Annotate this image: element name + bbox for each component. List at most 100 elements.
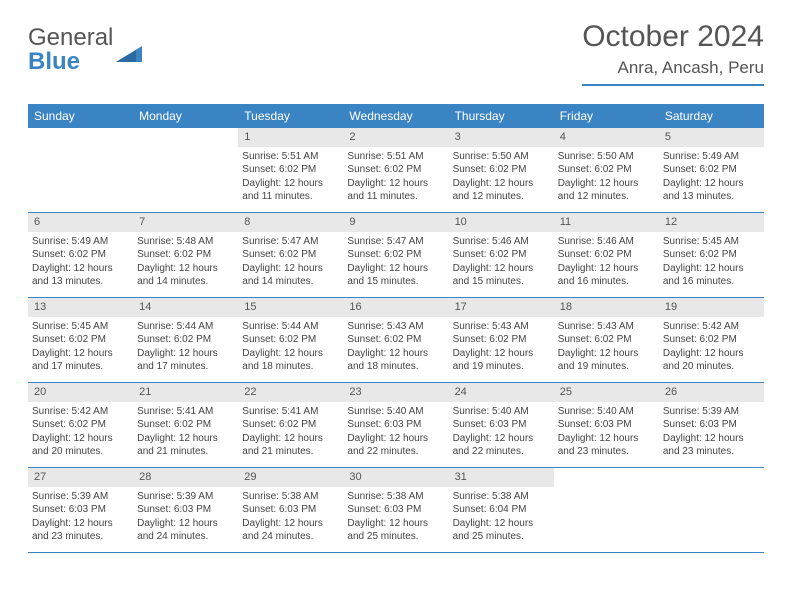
- calendar-day: 8Sunrise: 5:47 AMSunset: 6:02 PMDaylight…: [238, 213, 343, 297]
- day-number: 31: [449, 468, 554, 487]
- day-body: Sunrise: 5:49 AMSunset: 6:02 PMDaylight:…: [659, 147, 764, 210]
- daylight-text: Daylight: 12 hours and 18 minutes.: [242, 347, 339, 374]
- day-number: 27: [28, 468, 133, 487]
- sunrise-text: Sunrise: 5:48 AM: [137, 235, 234, 249]
- sunrise-text: Sunrise: 5:44 AM: [242, 320, 339, 334]
- day-body: Sunrise: 5:39 AMSunset: 6:03 PMDaylight:…: [659, 402, 764, 465]
- day-body: Sunrise: 5:47 AMSunset: 6:02 PMDaylight:…: [238, 232, 343, 295]
- sunset-text: Sunset: 6:02 PM: [32, 418, 129, 432]
- sunset-text: Sunset: 6:04 PM: [453, 503, 550, 517]
- daylight-text: Daylight: 12 hours and 14 minutes.: [137, 262, 234, 289]
- sunset-text: Sunset: 6:02 PM: [347, 163, 444, 177]
- daylight-text: Daylight: 12 hours and 15 minutes.: [453, 262, 550, 289]
- daylight-text: Daylight: 12 hours and 23 minutes.: [663, 432, 760, 459]
- page-title: October 2024: [582, 20, 764, 54]
- calendar-week: 13Sunrise: 5:45 AMSunset: 6:02 PMDayligh…: [28, 298, 764, 383]
- daylight-text: Daylight: 12 hours and 14 minutes.: [242, 262, 339, 289]
- day-body: Sunrise: 5:45 AMSunset: 6:02 PMDaylight:…: [659, 232, 764, 295]
- logo-word1: General: [28, 24, 113, 51]
- calendar-day: 7Sunrise: 5:48 AMSunset: 6:02 PMDaylight…: [133, 213, 238, 297]
- day-body: Sunrise: 5:51 AMSunset: 6:02 PMDaylight:…: [238, 147, 343, 210]
- sunset-text: Sunset: 6:02 PM: [663, 163, 760, 177]
- day-number: 7: [133, 213, 238, 232]
- calendar-header-row: SundayMondayTuesdayWednesdayThursdayFrid…: [28, 104, 764, 128]
- calendar-day: .: [28, 128, 133, 212]
- logo-text: General Blue: [28, 26, 113, 74]
- daylight-text: Daylight: 12 hours and 16 minutes.: [663, 262, 760, 289]
- calendar-day: .: [659, 468, 764, 552]
- sunset-text: Sunset: 6:02 PM: [242, 418, 339, 432]
- sunrise-text: Sunrise: 5:39 AM: [137, 490, 234, 504]
- sunrise-text: Sunrise: 5:47 AM: [242, 235, 339, 249]
- sunrise-text: Sunrise: 5:45 AM: [32, 320, 129, 334]
- day-number: 30: [343, 468, 448, 487]
- calendar-week: ..1Sunrise: 5:51 AMSunset: 6:02 PMDaylig…: [28, 128, 764, 213]
- day-header: Friday: [554, 104, 659, 128]
- sunrise-text: Sunrise: 5:38 AM: [347, 490, 444, 504]
- calendar-day: 13Sunrise: 5:45 AMSunset: 6:02 PMDayligh…: [28, 298, 133, 382]
- day-body: Sunrise: 5:39 AMSunset: 6:03 PMDaylight:…: [133, 487, 238, 550]
- sunset-text: Sunset: 6:03 PM: [242, 503, 339, 517]
- daylight-text: Daylight: 12 hours and 21 minutes.: [137, 432, 234, 459]
- day-header: Thursday: [449, 104, 554, 128]
- day-number: 3: [449, 128, 554, 147]
- calendar-day: .: [133, 128, 238, 212]
- sunset-text: Sunset: 6:02 PM: [242, 333, 339, 347]
- day-body: Sunrise: 5:41 AMSunset: 6:02 PMDaylight:…: [133, 402, 238, 465]
- day-header: Monday: [133, 104, 238, 128]
- day-number: 23: [343, 383, 448, 402]
- sunrise-text: Sunrise: 5:40 AM: [453, 405, 550, 419]
- calendar-day: 5Sunrise: 5:49 AMSunset: 6:02 PMDaylight…: [659, 128, 764, 212]
- day-number: 13: [28, 298, 133, 317]
- calendar-day: 19Sunrise: 5:42 AMSunset: 6:02 PMDayligh…: [659, 298, 764, 382]
- daylight-text: Daylight: 12 hours and 12 minutes.: [558, 177, 655, 204]
- day-body: Sunrise: 5:50 AMSunset: 6:02 PMDaylight:…: [554, 147, 659, 210]
- sunrise-text: Sunrise: 5:51 AM: [347, 150, 444, 164]
- day-body: Sunrise: 5:51 AMSunset: 6:02 PMDaylight:…: [343, 147, 448, 210]
- day-body: Sunrise: 5:49 AMSunset: 6:02 PMDaylight:…: [28, 232, 133, 295]
- day-body: Sunrise: 5:42 AMSunset: 6:02 PMDaylight:…: [28, 402, 133, 465]
- sunset-text: Sunset: 6:02 PM: [347, 248, 444, 262]
- daylight-text: Daylight: 12 hours and 11 minutes.: [242, 177, 339, 204]
- day-number: 9: [343, 213, 448, 232]
- daylight-text: Daylight: 12 hours and 20 minutes.: [32, 432, 129, 459]
- sunrise-text: Sunrise: 5:47 AM: [347, 235, 444, 249]
- day-number: 21: [133, 383, 238, 402]
- calendar-day: 20Sunrise: 5:42 AMSunset: 6:02 PMDayligh…: [28, 383, 133, 467]
- calendar-day: 27Sunrise: 5:39 AMSunset: 6:03 PMDayligh…: [28, 468, 133, 552]
- daylight-text: Daylight: 12 hours and 25 minutes.: [453, 517, 550, 544]
- day-body: Sunrise: 5:43 AMSunset: 6:02 PMDaylight:…: [449, 317, 554, 380]
- sunset-text: Sunset: 6:03 PM: [558, 418, 655, 432]
- daylight-text: Daylight: 12 hours and 24 minutes.: [242, 517, 339, 544]
- sunset-text: Sunset: 6:03 PM: [347, 503, 444, 517]
- day-body: Sunrise: 5:43 AMSunset: 6:02 PMDaylight:…: [343, 317, 448, 380]
- day-body: Sunrise: 5:40 AMSunset: 6:03 PMDaylight:…: [449, 402, 554, 465]
- location-text: Anra, Ancash, Peru: [582, 58, 764, 86]
- day-body: Sunrise: 5:47 AMSunset: 6:02 PMDaylight:…: [343, 232, 448, 295]
- daylight-text: Daylight: 12 hours and 11 minutes.: [347, 177, 444, 204]
- sunrise-text: Sunrise: 5:38 AM: [242, 490, 339, 504]
- day-number: 25: [554, 383, 659, 402]
- day-number: 6: [28, 213, 133, 232]
- calendar-day: 24Sunrise: 5:40 AMSunset: 6:03 PMDayligh…: [449, 383, 554, 467]
- sunrise-text: Sunrise: 5:38 AM: [453, 490, 550, 504]
- calendar-week: 6Sunrise: 5:49 AMSunset: 6:02 PMDaylight…: [28, 213, 764, 298]
- sunrise-text: Sunrise: 5:45 AM: [663, 235, 760, 249]
- daylight-text: Daylight: 12 hours and 25 minutes.: [347, 517, 444, 544]
- daylight-text: Daylight: 12 hours and 23 minutes.: [32, 517, 129, 544]
- day-number: 4: [554, 128, 659, 147]
- daylight-text: Daylight: 12 hours and 18 minutes.: [347, 347, 444, 374]
- day-number: 28: [133, 468, 238, 487]
- daylight-text: Daylight: 12 hours and 19 minutes.: [558, 347, 655, 374]
- sunrise-text: Sunrise: 5:41 AM: [242, 405, 339, 419]
- calendar-day: .: [554, 468, 659, 552]
- logo-mark-icon: [116, 40, 146, 62]
- sunrise-text: Sunrise: 5:41 AM: [137, 405, 234, 419]
- calendar-day: 4Sunrise: 5:50 AMSunset: 6:02 PMDaylight…: [554, 128, 659, 212]
- calendar-day: 22Sunrise: 5:41 AMSunset: 6:02 PMDayligh…: [238, 383, 343, 467]
- day-body: Sunrise: 5:40 AMSunset: 6:03 PMDaylight:…: [343, 402, 448, 465]
- daylight-text: Daylight: 12 hours and 24 minutes.: [137, 517, 234, 544]
- day-body: Sunrise: 5:48 AMSunset: 6:02 PMDaylight:…: [133, 232, 238, 295]
- sunrise-text: Sunrise: 5:46 AM: [453, 235, 550, 249]
- daylight-text: Daylight: 12 hours and 17 minutes.: [137, 347, 234, 374]
